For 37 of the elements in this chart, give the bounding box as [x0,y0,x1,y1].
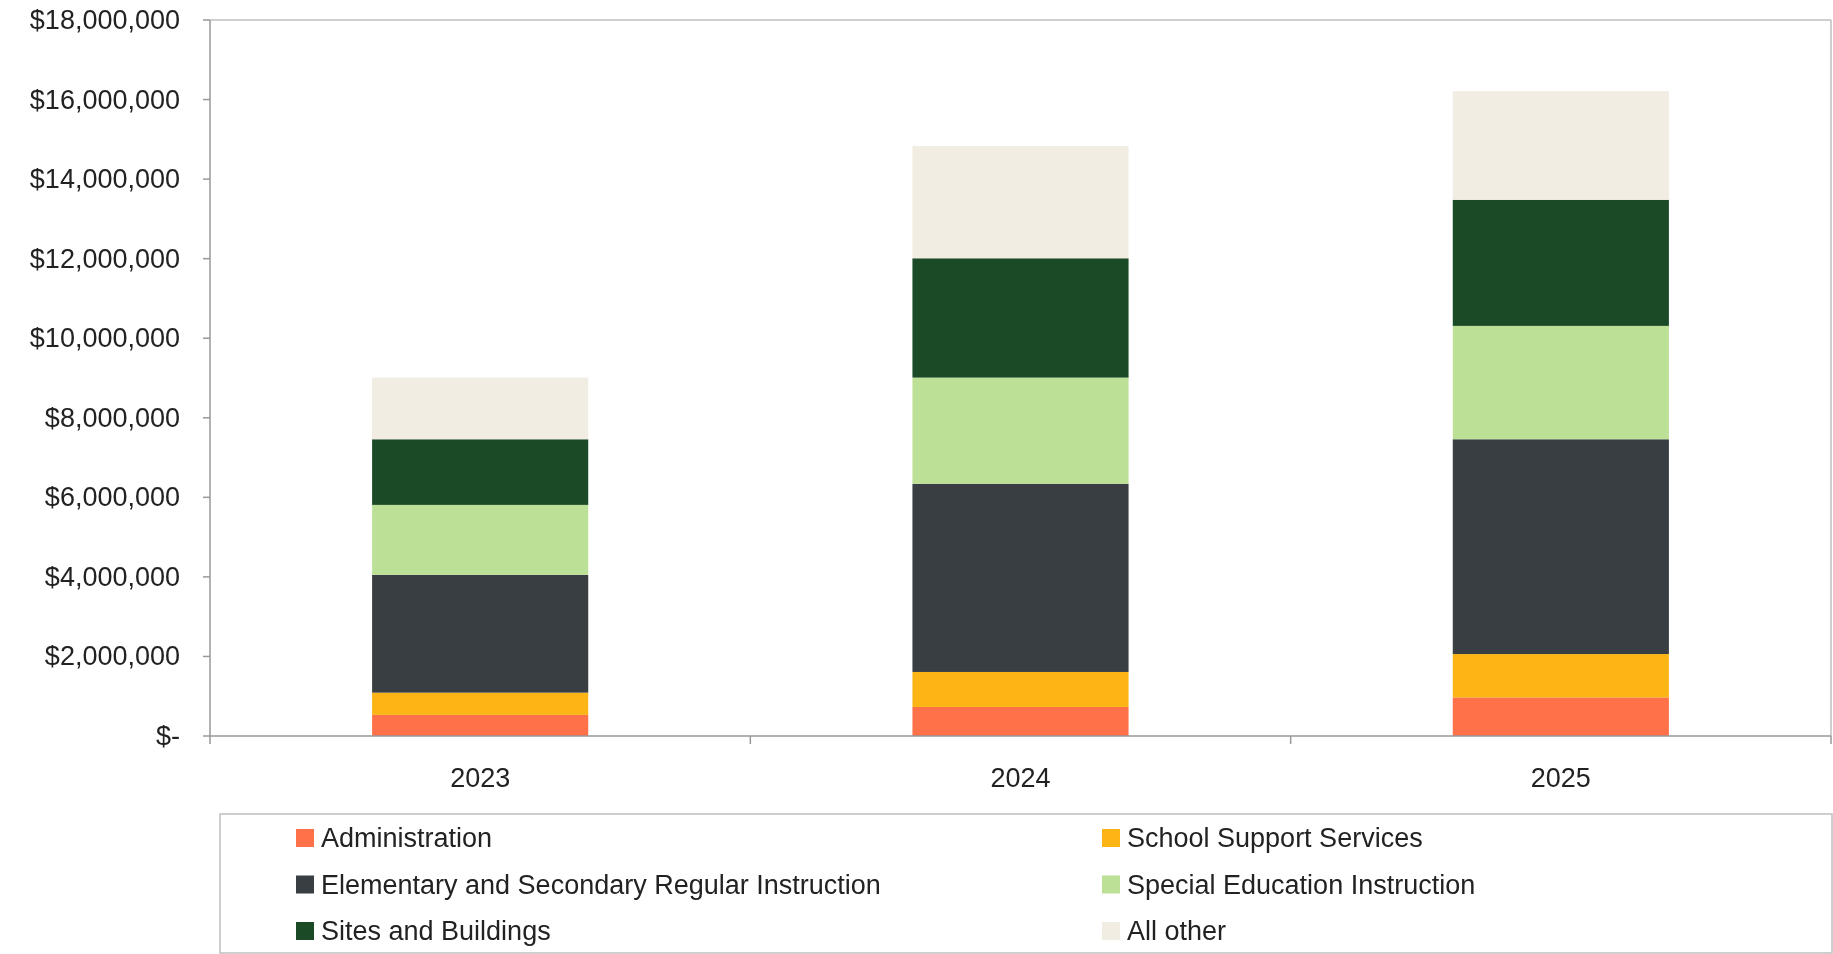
legend-label: School Support Services [1127,823,1423,853]
y-tick-label: $- [155,721,180,751]
bar [1452,654,1669,698]
bar [912,671,1129,707]
y-tick-label: $8,000,000 [44,402,180,433]
y-tick-label: $14,000,000 [29,164,180,195]
bar [372,377,589,440]
legend-label: Special Education Instruction [1127,869,1476,900]
x-tick-label: 2025 [1530,763,1591,793]
bar [372,504,589,575]
y-tick-label: $10,000,000 [29,323,180,354]
bar [1452,697,1669,736]
bar [1452,199,1669,326]
bar [912,706,1129,736]
bar [1452,325,1669,440]
x-tick-label: 2023 [450,763,511,793]
y-tick-label: $18,000,000 [29,5,180,35]
bar [912,483,1129,672]
bar [372,714,589,736]
legend-label: Administration [321,823,493,853]
bar [372,439,589,505]
legend-label: Elementary and Secondary Regular Instruction [321,869,881,900]
bar [912,258,1129,378]
bar [1452,91,1669,200]
bar [1452,439,1669,655]
bar [912,146,1129,259]
legend-label: Sites and Buildings [321,916,551,946]
y-tick-label: $2,000,000 [44,641,180,672]
bar [912,377,1129,484]
y-tick-label: $16,000,000 [29,84,180,115]
y-tick-label: $6,000,000 [44,482,180,513]
legend-label: All other [1127,916,1227,946]
bar [372,574,589,693]
x-tick-label: 2024 [990,763,1051,793]
y-tick-label: $12,000,000 [29,243,180,274]
bar [372,692,589,715]
y-tick-label: $4,000,000 [44,561,180,592]
